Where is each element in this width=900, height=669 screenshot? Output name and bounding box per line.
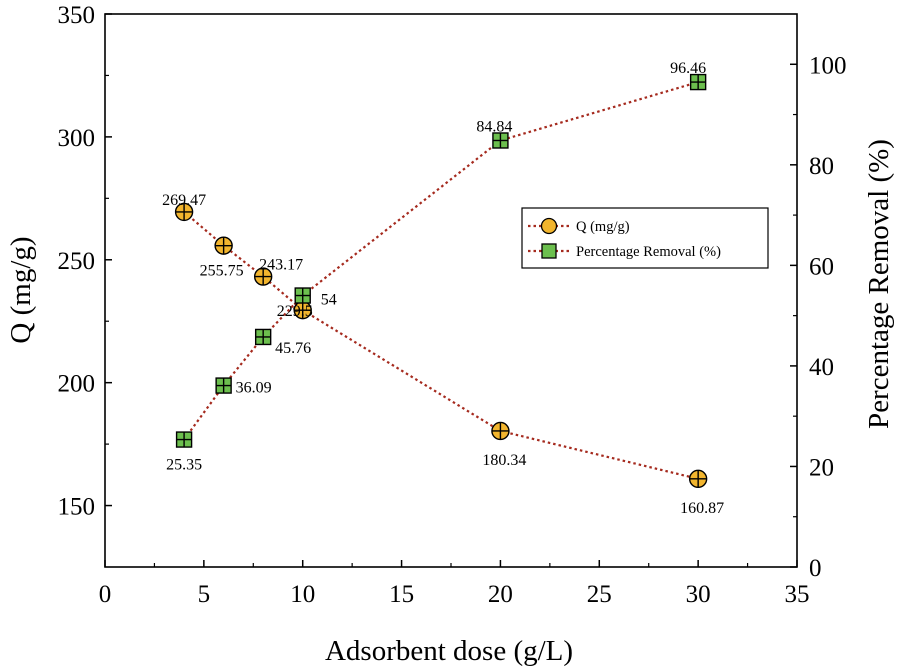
removal-marker <box>175 431 193 448</box>
data-label: 269.47 <box>162 192 206 209</box>
x-tick-label: 15 <box>389 581 414 608</box>
data-label: 243.17 <box>259 257 303 274</box>
x-tick-label: 30 <box>686 581 711 608</box>
x-tick-label: 5 <box>198 581 211 608</box>
q-marker <box>214 236 233 255</box>
data-labels: 269.47 255.75 243.17 229.5 180.34 160.87 25.35… <box>162 60 724 517</box>
data-label: 229.5 <box>277 303 313 320</box>
data-label: 96.46 <box>670 60 706 77</box>
removal-marker <box>215 377 232 394</box>
legend-label: Q (mg/g) <box>576 219 630 235</box>
series-markers <box>174 73 708 489</box>
x-tick-label: 35 <box>785 581 810 608</box>
data-label: 160.87 <box>680 500 724 517</box>
series-lines <box>183 81 699 480</box>
x-tick-label: 0 <box>99 581 112 608</box>
series-line-removal <box>183 81 699 441</box>
q-marker <box>688 469 708 489</box>
x-axis-title: Adsorbent dose (g/L) <box>325 635 573 667</box>
data-label: 45.76 <box>275 340 311 357</box>
data-label: 255.75 <box>200 263 244 280</box>
legend-marker-circle <box>540 217 558 235</box>
removal-marker <box>294 287 311 304</box>
data-label: 180.34 <box>482 452 526 469</box>
data-label: 84.84 <box>476 118 512 135</box>
y-left-tick-label: 300 <box>58 125 96 152</box>
legend: Q (mg/g) Percentage Removal (%) <box>521 207 769 269</box>
legend-label: Percentage Removal (%) <box>576 244 721 260</box>
legend-item: Q (mg/g) <box>528 217 630 235</box>
removal-marker <box>689 73 707 91</box>
legend-marker-square <box>541 243 557 259</box>
y-left-tick-label: 200 <box>58 371 96 398</box>
y-left-tick-label: 250 <box>58 248 96 275</box>
y-right-tick-label: 40 <box>809 354 834 381</box>
data-label: 54 <box>321 292 337 309</box>
q-marker <box>253 267 273 286</box>
y-left-tick-label: 350 <box>58 2 96 29</box>
series-line-q <box>183 211 699 480</box>
data-label: 36.09 <box>236 380 272 397</box>
y-right-tick-label: 60 <box>809 253 834 280</box>
y-right-tick-label: 100 <box>809 52 847 79</box>
x-tick-label: 20 <box>488 581 513 608</box>
y-right-tick-label: 80 <box>809 153 834 180</box>
y-axis-right-title: Percentage Removal (%) <box>863 139 895 429</box>
removal-marker <box>492 132 509 149</box>
x-axis: 0 5 10 15 20 25 30 35 <box>99 560 810 608</box>
x-tick-label: 25 <box>587 581 612 608</box>
y-left-tick-label: 150 <box>58 494 96 521</box>
y-axis-right: 0 20 40 60 80 100 <box>790 52 847 582</box>
removal-marker <box>254 328 272 346</box>
y-axis-left-title: Q (mg/g) <box>5 236 37 343</box>
legend-box <box>521 207 769 269</box>
legend-item: Percentage Removal (%) <box>528 243 721 260</box>
x-tick-label: 10 <box>290 581 315 608</box>
q-marker <box>491 421 510 441</box>
data-label: 25.35 <box>166 457 202 474</box>
q-marker <box>174 202 194 222</box>
q-marker <box>293 300 312 320</box>
y-right-tick-label: 20 <box>809 454 834 481</box>
y-right-tick-label: 0 <box>809 555 822 582</box>
y-axis-left: 150 200 250 300 350 <box>58 2 112 521</box>
